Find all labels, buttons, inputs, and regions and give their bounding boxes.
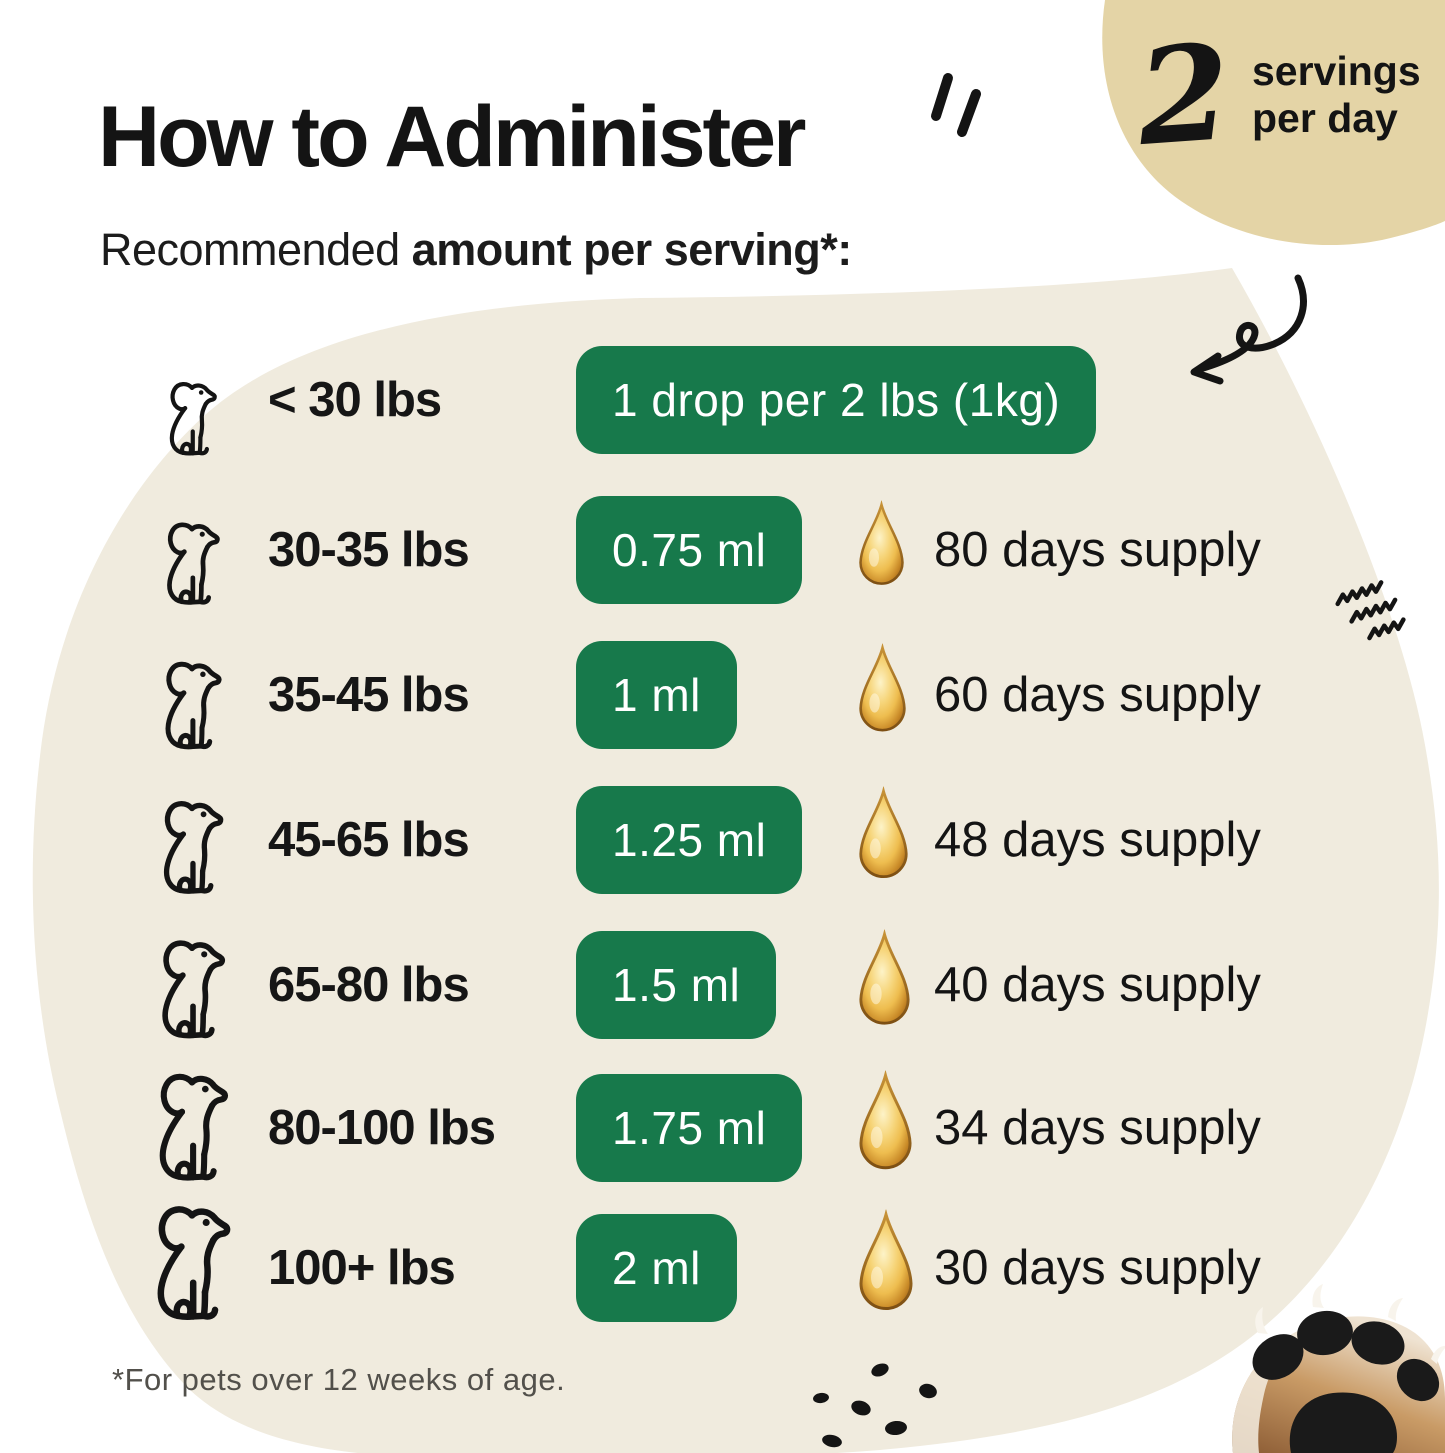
days-supply-label: 30 days supply (934, 1241, 1261, 1295)
table-row: 45-65 lbs 1.25 ml 48 days supply (0, 765, 1445, 915)
servings-line1: servings (1252, 48, 1421, 94)
weight-range-label: 65-80 lbs (268, 958, 470, 1012)
dose-badge: 1.75 ml (576, 1074, 803, 1182)
page-title: How to Administer (98, 89, 806, 185)
dog-line-art-icon (136, 1068, 248, 1195)
servings-label: servings per day (1252, 48, 1421, 142)
weight-range-label: 30-35 lbs (268, 523, 470, 577)
table-row: < 30 lbs 1 drop per 2 lbs (1kg) (0, 325, 1445, 475)
oil-drop-icon (856, 930, 913, 1041)
table-row: 65-80 lbs 1.5 ml 40 days supply (0, 910, 1445, 1060)
dog-line-art-icon (132, 1200, 252, 1335)
table-row: 80-100 lbs 1.75 ml 34 days supply (0, 1053, 1445, 1203)
table-row: 100+ lbs 2 ml 30 days supply (0, 1193, 1445, 1343)
tan-blob (1102, 0, 1445, 246)
days-supply-label: 34 days supply (934, 1101, 1261, 1155)
subtitle-regular: Recommended (100, 224, 412, 275)
dog-line-art-icon (143, 796, 241, 907)
oil-drop-icon (856, 787, 911, 894)
oil-drop-icon (856, 1210, 916, 1327)
weight-range-label: 45-65 lbs (268, 813, 470, 867)
dose-badge: 1.5 ml (576, 931, 777, 1039)
dog-line-art-icon (149, 518, 235, 617)
subtitle-bold: amount per serving*: (411, 224, 853, 275)
subtitle: Recommended amount per serving*: (100, 224, 852, 276)
servings-number: 2 (1132, 14, 1236, 177)
dose-badge: 1.25 ml (576, 786, 803, 894)
weight-range-label: 35-45 lbs (268, 668, 470, 722)
dose-badge: 1 drop per 2 lbs (1kg) (576, 346, 1097, 454)
dog-line-art-icon (146, 657, 238, 762)
weight-range-label: < 30 lbs (268, 373, 442, 427)
days-supply-label: 40 days supply (934, 958, 1261, 1012)
dog-line-art-icon (141, 935, 244, 1052)
oil-drop-icon (856, 501, 907, 600)
dose-badge: 0.75 ml (576, 496, 803, 604)
dose-badge: 2 ml (576, 1214, 737, 1322)
ink-specks-icon (813, 1363, 937, 1448)
dose-badge: 1 ml (576, 641, 737, 749)
oil-drop-icon (856, 644, 909, 747)
days-supply-label: 48 days supply (934, 813, 1261, 867)
servings-line2: per day (1252, 95, 1398, 142)
table-row: 30-35 lbs 0.75 ml 80 days supply (0, 475, 1445, 625)
dog-paw-photo (1232, 1284, 1445, 1453)
dog-line-art-icon (154, 378, 231, 467)
footnote: *For pets over 12 weeks of age. (112, 1362, 566, 1397)
days-supply-label: 80 days supply (934, 523, 1261, 577)
table-row: 35-45 lbs 1 ml 60 days supply (0, 620, 1445, 770)
days-supply-label: 60 days supply (934, 668, 1261, 722)
squiggle-icon (1335, 580, 1406, 641)
weight-range-label: 80-100 lbs (268, 1101, 496, 1155)
oil-drop-icon (856, 1071, 915, 1186)
emphasis-ticks-icon (931, 73, 981, 137)
hand-drawn-arrow-icon (1190, 274, 1307, 385)
weight-range-label: 100+ lbs (268, 1241, 456, 1295)
